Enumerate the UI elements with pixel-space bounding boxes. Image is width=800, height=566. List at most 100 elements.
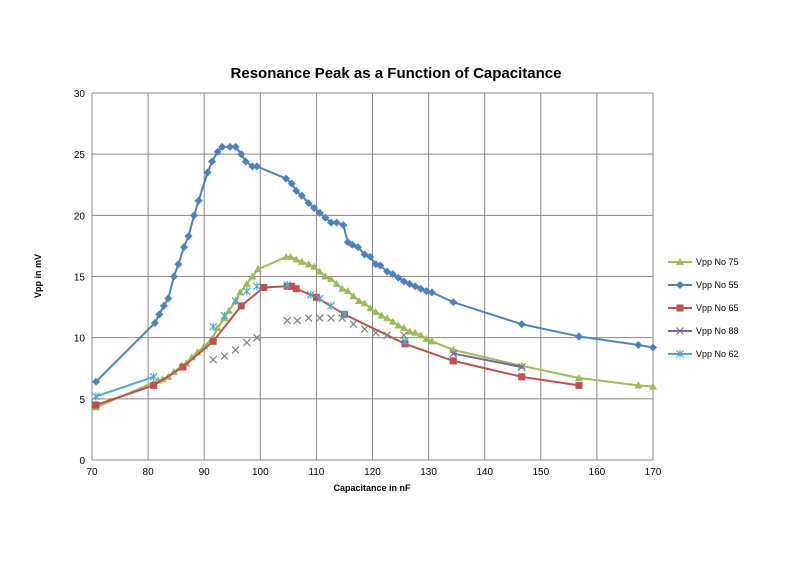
y-tick-label: 10	[74, 334, 86, 345]
data-point	[332, 279, 341, 287]
data-point	[91, 377, 100, 386]
y-tick-label: 30	[74, 89, 86, 100]
data-point	[304, 260, 313, 268]
data-point	[236, 288, 245, 296]
x-axis-label: Capacitance in nF	[333, 483, 411, 493]
data-point	[427, 288, 436, 297]
data-point	[283, 281, 292, 290]
data-point	[231, 142, 240, 151]
data-point	[366, 252, 375, 261]
x-tick-label: 140	[476, 467, 493, 478]
data-point	[231, 345, 240, 354]
data-point	[449, 357, 457, 365]
data-point	[150, 318, 159, 327]
data-point	[649, 343, 657, 352]
data-point	[315, 208, 324, 217]
x-tick-label: 90	[199, 467, 211, 478]
data-point	[371, 307, 380, 315]
data-point	[315, 314, 324, 323]
data-point	[399, 323, 408, 331]
data-point	[348, 240, 357, 249]
data-point	[237, 150, 246, 159]
data-point	[360, 299, 369, 307]
data-point	[231, 296, 240, 305]
data-point	[283, 316, 292, 325]
data-point	[327, 301, 335, 310]
data-point	[159, 301, 168, 310]
data-point	[517, 320, 526, 329]
data-point	[343, 287, 352, 295]
data-point	[371, 328, 380, 337]
data-point	[286, 252, 295, 260]
data-point	[92, 392, 100, 401]
data-point	[366, 304, 375, 312]
data-point	[297, 191, 306, 200]
data-point	[174, 260, 183, 269]
data-point	[237, 302, 245, 310]
y-tick-label: 5	[79, 395, 85, 406]
data-point	[411, 328, 420, 336]
data-point	[203, 168, 212, 177]
data-point	[304, 199, 313, 208]
data-point	[184, 232, 193, 241]
data-point	[306, 290, 315, 299]
data-point	[297, 257, 306, 265]
data-point	[326, 274, 335, 282]
x-tick-label: 70	[86, 467, 98, 478]
series-vpp-no-55	[91, 142, 657, 386]
data-point	[574, 332, 583, 341]
y-tick-label: 25	[74, 150, 86, 161]
data-point	[253, 333, 261, 342]
data-point	[349, 292, 358, 300]
data-point	[338, 284, 347, 292]
data-point	[190, 211, 199, 220]
data-point	[292, 285, 300, 293]
series-vpp-no-88	[209, 314, 526, 371]
data-point	[388, 270, 397, 279]
data-point	[253, 282, 261, 291]
data-point	[242, 287, 251, 296]
series-line	[95, 285, 580, 406]
legend-label: Vpp No 62	[696, 349, 739, 359]
data-point	[164, 294, 173, 303]
data-point	[321, 213, 330, 222]
data-point	[92, 401, 100, 409]
data-point	[574, 374, 583, 382]
data-point	[383, 267, 392, 276]
legend-label: Vpp No 88	[696, 326, 739, 336]
data-point	[242, 279, 251, 287]
data-point	[355, 296, 364, 304]
data-point	[213, 147, 222, 156]
data-point	[326, 218, 335, 227]
data-point	[304, 314, 313, 323]
data-point	[383, 331, 392, 340]
data-point	[260, 284, 268, 292]
data-point	[517, 363, 526, 371]
data-point	[449, 298, 458, 307]
x-tick-label: 100	[252, 467, 269, 478]
legend-label: Vpp No 75	[696, 257, 739, 267]
data-point	[293, 316, 302, 325]
data-point	[321, 272, 330, 280]
data-point	[179, 363, 187, 371]
x-tick-label: 160	[589, 467, 606, 478]
data-point	[676, 258, 684, 265]
data-point	[310, 203, 319, 212]
data-point	[242, 338, 251, 347]
data-point	[416, 284, 425, 293]
data-point	[209, 337, 217, 345]
series-line	[95, 375, 155, 398]
data-point	[449, 349, 458, 358]
legend-label: Vpp No 55	[696, 280, 739, 290]
data-point	[332, 218, 341, 227]
data-point	[155, 310, 164, 319]
data-point	[518, 373, 526, 381]
chart-title: Resonance Peak as a Function of Capacita…	[231, 65, 562, 82]
data-point	[634, 341, 643, 350]
data-point	[401, 337, 409, 346]
data-point	[241, 157, 250, 166]
data-point	[405, 327, 414, 335]
data-point	[411, 282, 420, 291]
